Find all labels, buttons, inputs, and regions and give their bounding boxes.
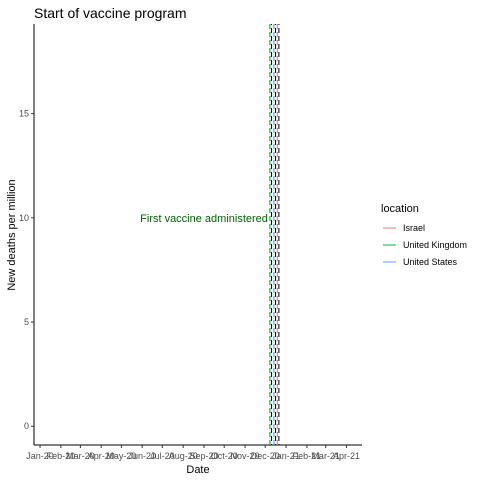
x-ticks: Jan-20Feb-20Mar-20Apr-20May-20Jun-20Jul-…	[26, 445, 360, 461]
annotation-first-vaccine: First vaccine administered	[140, 213, 268, 225]
x-tick-label: Aug-20	[169, 451, 198, 461]
vaccine-start-lines	[269, 24, 280, 445]
x-tick-label: Jan-20	[26, 451, 54, 461]
legend-items: Israel United Kingdom United States	[383, 223, 467, 267]
x-tick-label: Jun-20	[128, 451, 156, 461]
x-tick-label: Jul-20	[150, 451, 175, 461]
legend-label: United States	[403, 257, 458, 267]
y-tick-label: 0	[24, 421, 29, 431]
x-tick-label: Apr-20	[88, 451, 115, 461]
y-tick-label: 5	[24, 317, 29, 327]
x-tick-label: Sep-20	[190, 451, 219, 461]
x-axis-title: Date	[186, 464, 209, 476]
x-tick-label: Apr-21	[333, 451, 360, 461]
x-tick-label: Feb-20	[47, 451, 76, 461]
legend: location Israel United Kingdom United Stat…	[381, 203, 467, 267]
x-tick-label: Mar-20	[66, 451, 95, 461]
legend-label: Israel	[403, 223, 425, 233]
chart-title: Start of vaccine program	[34, 5, 187, 21]
x-tick-label: May-20	[106, 451, 136, 461]
x-tick-label: Mar-21	[311, 451, 340, 461]
x-tick-label: Oct-20	[211, 451, 238, 461]
y-tick-label: 10	[19, 213, 29, 223]
legend-label: United Kingdom	[403, 240, 467, 250]
x-tick-label: Dec-20	[251, 451, 280, 461]
x-tick-label: Jan-21	[272, 451, 300, 461]
plot-panel: 0 5 10 15 Jan-20Feb-20Mar-20Apr-20May-20Jun…	[19, 24, 362, 461]
x-tick-label: Nov-20	[231, 451, 260, 461]
y-tick-label: 15	[19, 109, 29, 119]
x-tick-label: Feb-21	[293, 451, 322, 461]
y-ticks: 0 5 10 15	[19, 109, 34, 431]
y-axis-title: New deaths per million	[6, 179, 18, 290]
legend-title: location	[381, 203, 419, 215]
